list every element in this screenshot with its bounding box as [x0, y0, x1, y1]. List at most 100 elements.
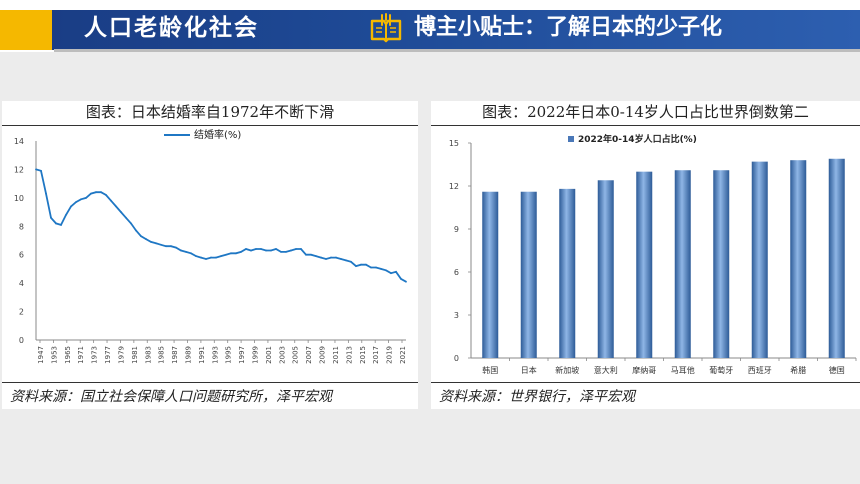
data-point [380, 268, 382, 270]
data-point [40, 169, 42, 172]
legend-label: 2022年0-14岁人口占比(%) [578, 133, 697, 145]
data-point [320, 256, 322, 259]
x-tick-label: 1971 [77, 346, 85, 364]
data-point [70, 205, 72, 208]
x-tick-label: 马耳他 [671, 365, 695, 375]
right-source-rule [431, 382, 860, 383]
data-point [175, 246, 177, 249]
bar [482, 191, 499, 358]
data-point [140, 235, 142, 238]
data-point [190, 252, 192, 255]
data-point [225, 253, 227, 256]
data-point [285, 250, 287, 253]
data-point [210, 256, 212, 259]
data-point [275, 248, 277, 250]
data-point [150, 241, 152, 243]
x-tick-label: 1953 [50, 346, 58, 364]
y-tick-label: 10 [14, 194, 24, 203]
data-point [395, 270, 397, 273]
x-tick-label: 1977 [104, 346, 112, 364]
x-tick-label: 希腊 [790, 365, 806, 375]
bar [597, 180, 614, 358]
x-tick-label: 1983 [144, 346, 152, 364]
data-point [95, 191, 97, 194]
x-tick-label: 韩国 [482, 365, 498, 375]
data-point [160, 243, 162, 246]
data-point [385, 269, 387, 272]
bar [751, 161, 768, 358]
bar [520, 191, 537, 358]
data-point [80, 198, 82, 201]
data-point [130, 222, 132, 225]
right-chart-panel: 图表：2022年日本0-14岁人口占比世界倒数第二 0 3 6 9 12 15 韩国 日本 新加… [431, 101, 860, 409]
x-tick-label: 2009 [319, 346, 327, 364]
x-tick-label: 西班牙 [748, 365, 772, 375]
y-tick-label: 12 [449, 182, 459, 191]
data-point [365, 263, 367, 266]
data-point [360, 263, 362, 266]
x-tick-label: 2015 [359, 346, 367, 364]
data-point [110, 199, 112, 202]
x-tick-label: 1993 [211, 346, 219, 364]
left-source: 资料来源：国立社会保障人口问题研究所，泽平宏观 [10, 389, 332, 405]
bar [828, 158, 845, 358]
x-tick-label: 2007 [305, 346, 313, 364]
data-point [55, 222, 57, 225]
x-tick-label: 1989 [184, 346, 192, 364]
data-point [265, 249, 267, 252]
x-tick-label: 日本 [521, 365, 537, 375]
data-point [295, 248, 297, 250]
data-point [180, 249, 182, 252]
data-point [345, 259, 347, 262]
data-point [85, 196, 87, 199]
data-point [100, 191, 102, 194]
data-point [305, 253, 307, 256]
y-tick-label: 8 [19, 222, 24, 231]
right-source: 资料来源：世界银行，泽平宏观 [439, 389, 635, 405]
data-point [165, 245, 167, 248]
x-tick-label: 2021 [399, 346, 407, 364]
data-point [375, 266, 377, 269]
book-icon [370, 13, 402, 43]
header-accent-block [0, 10, 54, 50]
x-tick-label: 1987 [171, 346, 179, 364]
x-tick-label: 1995 [225, 346, 233, 364]
x-tick-label: 1965 [64, 346, 72, 364]
data-point [330, 256, 332, 259]
data-point [205, 258, 207, 260]
x-tick-label: 1947 [37, 346, 45, 364]
section-title: 人口老龄化社会 [84, 15, 259, 41]
data-point [310, 253, 312, 256]
data-point [135, 229, 137, 232]
bar [674, 170, 691, 358]
x-tick-label: 德国 [829, 365, 845, 375]
data-point [65, 214, 67, 216]
data-point [200, 256, 202, 259]
data-point [270, 249, 272, 252]
x-tick-label: 1997 [238, 346, 246, 364]
bar [559, 188, 576, 358]
y-tick-label: 0 [454, 354, 459, 363]
header-blue-band [52, 10, 860, 50]
x-tick-label: 2013 [345, 346, 353, 364]
y-tick-label: 9 [454, 225, 459, 234]
y-tick-label: 12 [14, 165, 24, 174]
x-tick-label: 2001 [265, 346, 273, 364]
x-tick-label: 1991 [198, 346, 206, 364]
x-tick-label: 1985 [158, 346, 166, 364]
data-point [235, 252, 237, 255]
data-point [245, 248, 247, 250]
y-tick-label: 0 [19, 336, 24, 345]
x-tick-label: 新加坡 [555, 365, 579, 375]
bar [636, 171, 653, 358]
series-line-marriage-rate [35, 168, 407, 283]
data-point [390, 272, 392, 275]
data-point [335, 256, 337, 259]
data-point [260, 248, 262, 250]
data-point [230, 252, 232, 255]
data-point [255, 248, 257, 250]
x-tick-label: 2019 [386, 346, 394, 364]
data-point [50, 216, 52, 219]
right-title-rule [431, 125, 860, 126]
x-tick-label: 2011 [332, 346, 340, 364]
